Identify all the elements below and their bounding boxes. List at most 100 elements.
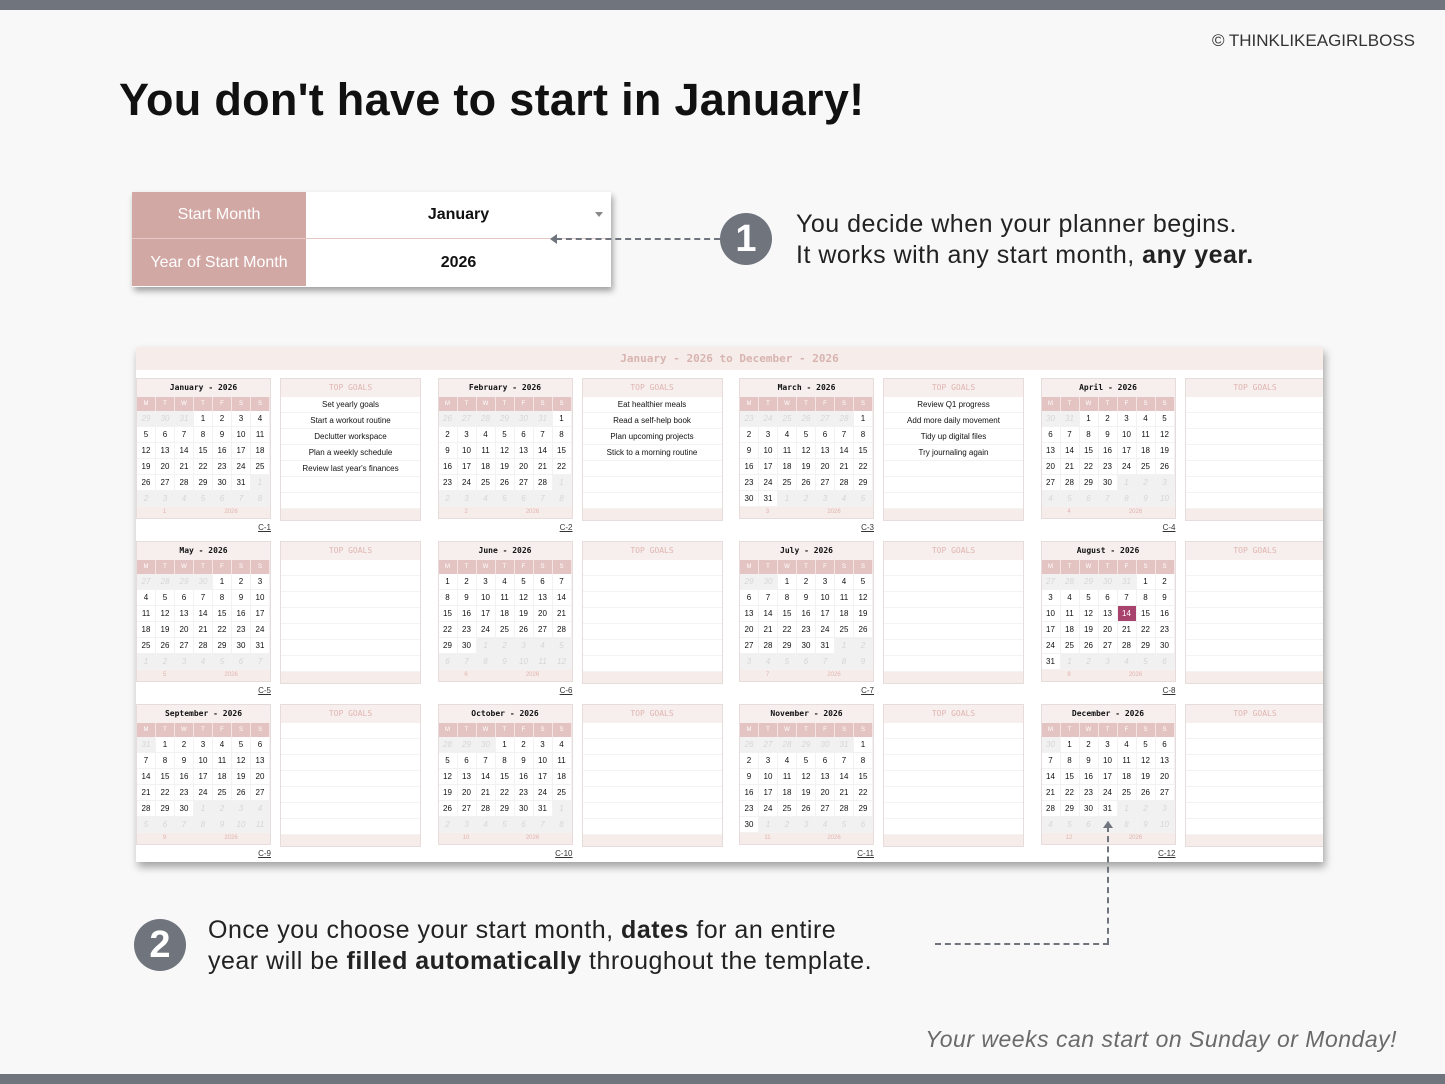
goal-item[interactable] xyxy=(281,771,420,787)
day-cell[interactable]: 6 xyxy=(816,753,835,769)
day-cell[interactable]: 2 xyxy=(457,574,477,590)
goal-item[interactable] xyxy=(281,608,420,624)
day-cell[interactable]: 28 xyxy=(1041,801,1061,817)
day-cell[interactable]: 15 xyxy=(854,769,873,785)
day-cell[interactable]: 21 xyxy=(175,459,194,475)
day-cell[interactable]: 13 xyxy=(740,606,759,622)
day-cell[interactable]: 30 xyxy=(213,475,232,491)
day-cell[interactable]: 28 xyxy=(194,638,213,654)
day-cell[interactable]: 30 xyxy=(1155,638,1175,654)
day-cell[interactable]: 1 xyxy=(552,411,572,427)
goal-item[interactable] xyxy=(281,493,420,509)
day-cell[interactable]: 13 xyxy=(816,769,835,785)
day-cell[interactable]: 24 xyxy=(1117,459,1137,475)
day-cell[interactable]: 6 xyxy=(533,574,553,590)
day-cell[interactable]: 31 xyxy=(1041,654,1061,670)
day-cell[interactable]: 25 xyxy=(137,638,156,654)
goal-item[interactable] xyxy=(281,755,420,771)
day-cell[interactable]: 13 xyxy=(816,443,835,459)
day-cell[interactable]: 29 xyxy=(213,638,232,654)
day-cell[interactable]: 21 xyxy=(835,459,854,475)
day-cell[interactable]: 14 xyxy=(835,769,854,785)
month-link[interactable]: C-3 xyxy=(861,523,874,532)
day-cell[interactable]: 23 xyxy=(740,475,759,491)
day-cell[interactable]: 3 xyxy=(194,737,213,753)
month-link[interactable]: C-8 xyxy=(1162,686,1176,695)
day-cell[interactable]: 7 xyxy=(835,753,854,769)
goal-item[interactable] xyxy=(1185,413,1323,429)
day-cell[interactable]: 4 xyxy=(1060,590,1080,606)
day-cell[interactable]: 29 xyxy=(1136,638,1156,654)
day-cell[interactable]: 4 xyxy=(251,411,270,427)
day-cell[interactable]: 1 xyxy=(495,737,515,753)
goal-item[interactable] xyxy=(884,592,1023,608)
day-cell[interactable]: 26 xyxy=(1155,459,1175,475)
day-cell[interactable]: 16 xyxy=(213,443,232,459)
day-cell[interactable]: 3 xyxy=(759,753,778,769)
day-cell[interactable]: 18 xyxy=(778,785,797,801)
day-cell[interactable]: 1 xyxy=(854,411,873,427)
goal-item[interactable] xyxy=(1185,624,1323,640)
goal-item[interactable] xyxy=(1185,493,1323,509)
day-cell[interactable]: 20 xyxy=(457,785,477,801)
day-cell[interactable]: 24 xyxy=(533,785,553,801)
day-cell[interactable]: 14 xyxy=(1041,769,1061,785)
day-cell[interactable]: 17 xyxy=(232,443,251,459)
day-cell[interactable]: 9 xyxy=(175,753,194,769)
day-cell[interactable]: 1 xyxy=(1079,411,1099,427)
goal-item[interactable] xyxy=(582,576,722,592)
day-cell[interactable]: 28 xyxy=(137,801,156,817)
goal-item[interactable]: Stick to a morning routine xyxy=(582,445,722,461)
day-cell[interactable]: 2 xyxy=(1079,737,1099,753)
goal-item[interactable]: Eat healthier meals xyxy=(582,397,722,413)
day-cell[interactable]: 7 xyxy=(759,590,778,606)
day-cell[interactable]: 24 xyxy=(251,622,270,638)
day-cell[interactable]: 13 xyxy=(514,443,534,459)
day-cell[interactable]: 1 xyxy=(438,574,458,590)
day-cell[interactable]: 17 xyxy=(251,606,270,622)
day-cell[interactable]: 17 xyxy=(1117,443,1137,459)
day-cell[interactable]: 31 xyxy=(533,801,553,817)
day-cell[interactable]: 2 xyxy=(1098,411,1118,427)
day-cell[interactable]: 20 xyxy=(156,459,175,475)
day-cell[interactable]: 26 xyxy=(514,622,534,638)
day-cell[interactable]: 5 xyxy=(156,590,175,606)
day-cell[interactable]: 2 xyxy=(1155,574,1175,590)
day-cell[interactable]: 27 xyxy=(1041,475,1061,491)
day-cell[interactable]: 8 xyxy=(854,427,873,443)
day-cell[interactable]: 25 xyxy=(1060,638,1080,654)
day-cell[interactable]: 12 xyxy=(137,443,156,459)
day-cell[interactable]: 5 xyxy=(797,427,816,443)
goal-item[interactable] xyxy=(884,576,1023,592)
day-cell[interactable]: 21 xyxy=(1117,622,1137,638)
day-cell[interactable]: 25 xyxy=(778,801,797,817)
day-cell[interactable]: 20 xyxy=(251,769,270,785)
goal-item[interactable]: Add more daily movement xyxy=(884,413,1023,429)
day-cell[interactable]: 23 xyxy=(1155,622,1175,638)
day-cell[interactable]: 30 xyxy=(1079,801,1099,817)
goal-item[interactable] xyxy=(281,477,420,493)
day-cell[interactable]: 8 xyxy=(438,590,458,606)
day-cell[interactable]: 7 xyxy=(1041,753,1061,769)
day-cell[interactable]: 7 xyxy=(476,753,496,769)
goal-item[interactable] xyxy=(1185,771,1323,787)
goal-item[interactable] xyxy=(884,819,1023,835)
day-cell[interactable]: 11 xyxy=(1136,427,1156,443)
day-cell[interactable]: 21 xyxy=(476,785,496,801)
day-cell[interactable]: 16 xyxy=(175,769,194,785)
day-cell[interactable]: 4 xyxy=(476,427,496,443)
day-cell[interactable]: 22 xyxy=(854,459,873,475)
day-cell[interactable]: 24 xyxy=(232,459,251,475)
day-cell[interactable]: 18 xyxy=(835,606,854,622)
day-cell[interactable]: 12 xyxy=(854,590,873,606)
day-cell[interactable]: 16 xyxy=(457,606,477,622)
day-cell[interactable]: 19 xyxy=(137,459,156,475)
day-cell[interactable]: 21 xyxy=(194,622,213,638)
day-cell[interactable]: 24 xyxy=(1041,638,1061,654)
goal-item[interactable]: Tidy up digital files xyxy=(884,429,1023,445)
day-cell[interactable]: 18 xyxy=(1117,769,1137,785)
day-cell[interactable]: 9 xyxy=(1079,753,1099,769)
day-cell[interactable]: 25 xyxy=(251,459,270,475)
day-cell[interactable]: 22 xyxy=(1136,622,1156,638)
day-cell[interactable]: 9 xyxy=(514,753,534,769)
